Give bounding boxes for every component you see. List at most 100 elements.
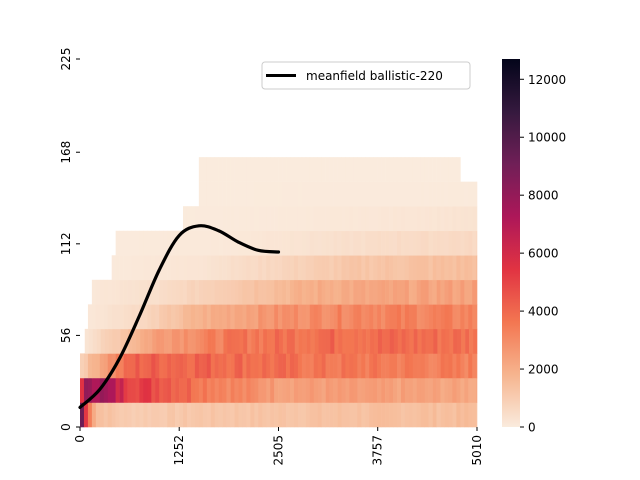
heatmap-cell [420,402,426,428]
heatmap-cell [99,279,105,305]
heatmap-cell [246,304,251,330]
heatmap-cell [468,377,473,403]
heatmap-cell [222,377,227,403]
heatmap-cell [369,402,374,428]
heatmap-cell [226,377,231,403]
heatmap-cell [222,206,227,232]
heatmap-cell [286,353,291,379]
heatmap-cell [433,328,438,354]
heatmap-cell [424,157,429,182]
heatmap-cell [135,279,140,305]
heatmap-cell [289,353,295,379]
heatmap-cell [218,353,223,379]
heatmap-cell [206,279,212,305]
heatmap-cell [159,304,164,330]
heatmap-cell [91,353,97,379]
heatmap-cell [385,206,390,232]
heatmap-cell [313,181,319,207]
heatmap-cell [393,206,398,232]
heatmap-cell [203,328,208,354]
heatmap-cell [412,206,418,232]
heatmap-cell [452,377,457,403]
heatmap-cell [119,304,124,330]
heatmap-cell [444,353,449,379]
heatmap-cell [218,255,223,281]
heatmap-cell [214,402,219,428]
heatmap-cell [179,402,184,428]
heatmap-cell [464,255,469,281]
y-tick-label: 0 [59,423,73,431]
heatmap-cell [103,279,109,305]
heatmap-cell [448,402,453,428]
heatmap-cell [361,230,366,256]
heatmap-cell [321,181,326,207]
heatmap-cell [297,255,303,281]
heatmap-cell [420,353,426,379]
heatmap-cell [266,206,271,232]
heatmap-cell [155,377,160,403]
heatmap-cell [167,255,172,281]
heatmap-cell [258,304,263,330]
heatmap-cell [202,377,208,403]
heatmap-cell [293,402,299,428]
heatmap-cell [396,402,402,428]
heatmap-cell [400,255,406,281]
heatmap-cell [369,279,374,305]
heatmap-cell [226,157,231,182]
heatmap-cell [389,328,395,354]
heatmap-cell [456,402,461,428]
heatmap-cell [286,157,291,182]
heatmap-cell [456,304,461,330]
heatmap-cell [404,304,410,330]
heatmap-cell [155,353,160,379]
heatmap-cell [313,402,319,428]
heatmap-cell [436,377,441,403]
heatmap-cell [99,377,105,403]
heatmap-cell [329,353,334,379]
heatmap-cell [353,255,358,281]
heatmap-cell [95,279,101,305]
series-line-meanfield-ballistic [78,224,281,409]
heatmap-cell [206,230,212,256]
heatmap-cell [250,377,255,403]
heatmap-cell [365,157,370,182]
heatmap-cell [321,304,326,330]
heatmap-cell [381,377,386,403]
heatmap-cell [354,328,359,354]
colorbar-tick-label: 4000 [528,305,559,319]
heatmap-cell [242,279,247,305]
heatmap-cell [400,304,406,330]
heatmap-cell [175,402,180,428]
heatmap-cell [301,255,307,281]
heatmap-cell [238,255,243,281]
heatmap-cell [194,230,200,256]
heatmap-cell [361,353,366,379]
heatmap-cell [436,279,441,305]
heatmap-cell [370,328,375,354]
heatmap-cell [167,377,172,403]
heatmap-cell [198,230,204,256]
heatmap-cell [305,304,311,330]
heatmap-cell [313,279,319,305]
heatmap-cell [476,402,478,428]
heatmap-cell [416,353,422,379]
heatmap-cell [183,255,188,281]
heatmap-cell [469,328,474,354]
heatmap-cell [397,328,403,354]
heatmap-cell [226,304,231,330]
heatmap-cell [396,181,402,207]
heatmap-cell [333,402,338,428]
heatmap-cell [452,304,457,330]
heatmap-cell [278,230,283,256]
heatmap-cell [309,304,315,330]
heatmap-cell [91,279,97,305]
heatmap-cell [151,279,156,305]
heatmap-cell [206,157,212,182]
heatmap-cell [258,255,263,281]
heatmap-cell [341,377,346,403]
heatmap-cell [396,230,402,256]
heatmap-cell [440,230,445,256]
heatmap-cell [190,279,196,305]
heatmap-cell [139,230,144,256]
heatmap-cell [377,402,382,428]
